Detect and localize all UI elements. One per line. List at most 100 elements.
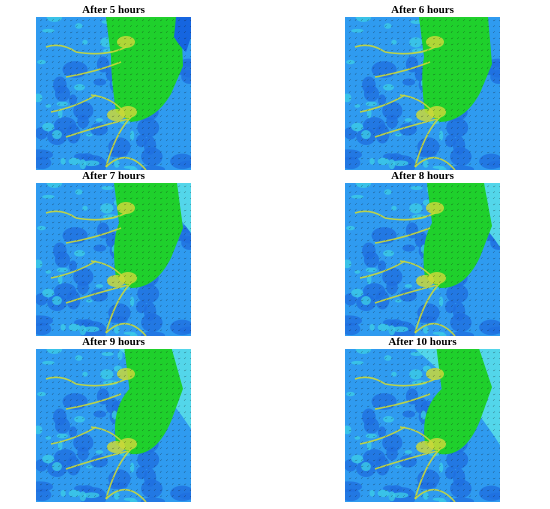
shallow-patch: [351, 28, 364, 33]
velocity-arrow: [348, 311, 352, 314]
velocity-arrow: [75, 399, 79, 402]
velocity-arrow: [75, 245, 78, 248]
velocity-arrow: [444, 483, 448, 486]
velocity-arrow: [390, 357, 394, 360]
velocity-arrow: [390, 281, 394, 284]
velocity-arrow: [153, 351, 157, 354]
velocity-arrow: [123, 281, 126, 284]
velocity-arrow: [93, 453, 97, 456]
velocity-arrow: [408, 163, 412, 166]
velocity-arrow: [450, 381, 454, 384]
velocity-arrow: [468, 268, 471, 272]
velocity-arrow: [141, 19, 145, 22]
shallow-patch: [365, 267, 377, 273]
velocity-arrow: [396, 447, 400, 450]
velocity-arrow: [492, 263, 496, 266]
velocity-arrow: [402, 322, 405, 326]
velocity-arrow: [165, 329, 168, 332]
velocity-arrow: [93, 239, 97, 242]
velocity-arrow: [45, 274, 48, 278]
velocity-arrow: [171, 293, 175, 296]
velocity-arrow: [348, 127, 351, 130]
velocity-arrow: [486, 317, 490, 320]
velocity-arrow: [165, 447, 169, 450]
velocity-arrow: [480, 67, 484, 70]
velocity-arrow: [57, 49, 60, 52]
velocity-arrow: [438, 369, 442, 372]
velocity-arrow: [420, 157, 424, 160]
velocity-arrow: [468, 49, 472, 52]
deep-patch: [77, 114, 89, 129]
velocity-arrow: [474, 329, 477, 332]
velocity-arrow: [372, 139, 376, 142]
velocity-arrow: [117, 435, 120, 438]
river-channel: [105, 322, 147, 336]
velocity-arrow: [45, 488, 48, 492]
velocity-arrow: [384, 139, 388, 142]
velocity-arrow: [51, 30, 54, 34]
velocity-arrow: [396, 405, 400, 408]
velocity-arrow: [360, 399, 364, 402]
velocity-arrow: [93, 363, 97, 366]
velocity-arrow: [165, 440, 168, 444]
velocity-arrow: [177, 48, 180, 52]
panel-title: After 9 hours: [82, 336, 145, 348]
velocity-arrow: [438, 482, 441, 486]
velocity-arrow: [63, 393, 67, 396]
velocity-arrow: [165, 298, 168, 302]
velocity-arrow: [420, 435, 423, 438]
velocity-arrow: [372, 323, 376, 326]
velocity-arrow: [147, 392, 150, 396]
velocity-arrow: [57, 317, 61, 320]
velocity-arrow: [438, 351, 442, 354]
velocity-arrow: [396, 226, 399, 230]
velocity-arrow: [438, 227, 442, 230]
velocity-arrow: [111, 281, 115, 284]
velocity-arrow: [39, 157, 43, 160]
velocity-arrow: [366, 208, 369, 212]
velocity-arrow: [426, 453, 429, 456]
velocity-arrow: [480, 429, 484, 432]
velocity-arrow: [462, 435, 466, 438]
velocity-arrow: [414, 227, 418, 230]
velocity-arrow: [480, 191, 484, 194]
velocity-arrow: [348, 323, 352, 326]
velocity-arrow: [141, 470, 144, 474]
velocity-arrow: [414, 299, 417, 302]
velocity-arrow: [45, 440, 48, 444]
velocity-arrow: [141, 25, 144, 28]
velocity-arrow: [468, 73, 472, 76]
velocity-arrow: [402, 226, 405, 230]
velocity-arrow: [492, 79, 496, 82]
velocity-arrow: [414, 275, 418, 278]
velocity-arrow: [63, 84, 66, 88]
velocity-arrow: [63, 317, 67, 320]
velocity-arrow: [177, 157, 181, 160]
panel-title: After 10 hours: [388, 336, 457, 348]
velocity-arrow: [105, 85, 109, 88]
velocity-arrow: [426, 350, 429, 354]
velocity-arrow: [39, 304, 42, 308]
velocity-arrow: [480, 239, 484, 242]
velocity-arrow: [348, 256, 351, 260]
velocity-arrow: [366, 185, 370, 188]
velocity-arrow: [432, 363, 436, 366]
velocity-arrow: [39, 115, 43, 118]
velocity-arrow: [135, 429, 139, 432]
velocity-arrow: [378, 163, 382, 166]
velocity-arrow: [153, 477, 157, 480]
velocity-arrow: [69, 305, 73, 308]
velocity-arrow: [51, 245, 55, 248]
velocity-arrow: [462, 233, 466, 236]
shallow-patch: [42, 288, 55, 298]
velocity-arrow: [360, 316, 363, 320]
velocity-arrow: [432, 31, 436, 34]
velocity-arrow: [474, 350, 477, 354]
velocity-arrow: [396, 411, 400, 414]
velocity-arrow: [87, 471, 91, 474]
velocity-arrow: [498, 239, 500, 242]
velocity-arrow: [474, 184, 477, 188]
velocity-arrow: [420, 90, 423, 94]
velocity-arrow: [141, 102, 144, 106]
velocity-arrow: [81, 197, 85, 200]
